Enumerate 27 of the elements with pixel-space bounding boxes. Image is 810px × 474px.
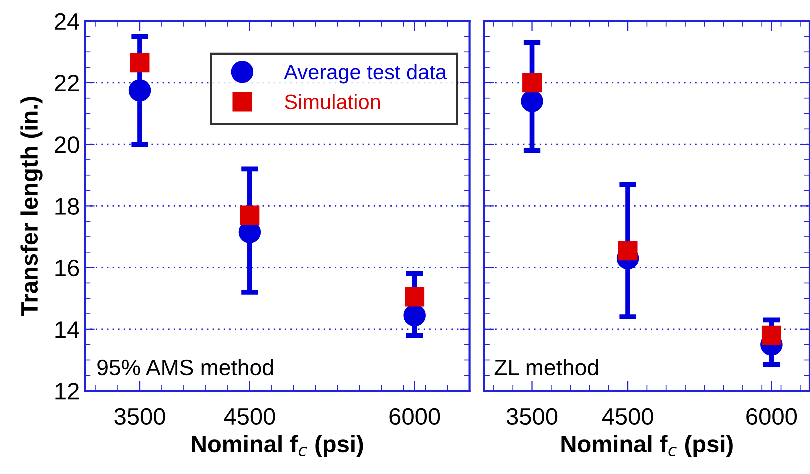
x-tick-label: 6000	[390, 408, 440, 426]
x-axis-title: Nominal f$_{c}$ (psi)	[562, 435, 733, 458]
x-tick-label: 4500	[224, 408, 276, 426]
point	[130, 53, 150, 73]
legend-label: Average test data	[284, 64, 448, 84]
y-tick-label: 18	[56, 198, 80, 215]
y-tick-label: 14	[56, 322, 80, 338]
y-tick-label: 24	[55, 13, 80, 30]
y-axis-title: Transfer length (in.)	[20, 97, 43, 316]
x-axis-title: Nominal f$_{c}$ (psi)	[192, 435, 364, 458]
point	[762, 326, 782, 346]
annotation: 95% AMS method	[98, 359, 274, 376]
point	[405, 287, 425, 307]
x-tick-label: 3500	[114, 408, 166, 426]
x-tick-label: 6000	[746, 408, 798, 426]
y-tick-label: 12	[56, 383, 80, 400]
y-tick-label: 22	[55, 75, 80, 92]
x-tick-label: 3500	[506, 408, 558, 426]
point	[618, 241, 638, 261]
annotation: ZL method	[494, 359, 598, 376]
point	[128, 80, 152, 102]
y-tick-label: 20	[55, 136, 80, 154]
point	[240, 206, 260, 226]
y-tick-label: 16	[56, 260, 80, 277]
point	[522, 73, 542, 93]
legend-label: Simulation	[285, 94, 380, 110]
x-tick-label: 4500	[602, 408, 654, 426]
